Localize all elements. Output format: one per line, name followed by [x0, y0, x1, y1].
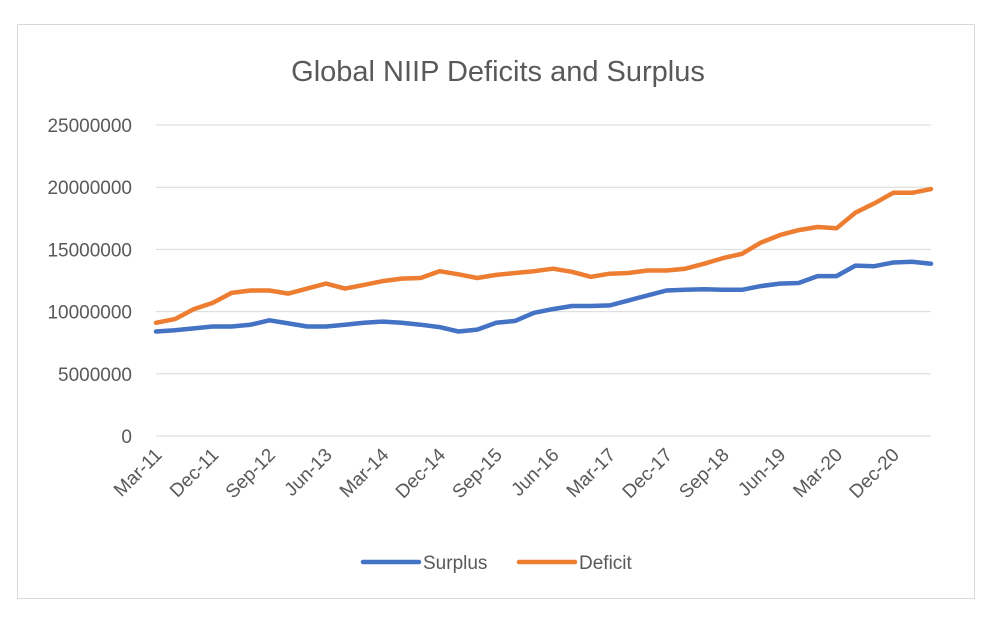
x-tick-label: Dec-14 — [392, 444, 450, 502]
x-tick-label: Dec-17 — [619, 445, 677, 503]
y-axis-ticks: 0 5000000 10000000 15000000 20000000 25000000 — [47, 116, 132, 448]
y-tick-label: 10000000 — [47, 303, 132, 324]
x-tick-label: Mar-11 — [110, 445, 166, 501]
x-tick-label: Mar-17 — [563, 445, 620, 502]
chart-title: Global NIIP Deficits and Surplus — [291, 56, 705, 88]
legend-label-surplus: Surplus — [423, 553, 487, 574]
legend-label-deficit: Deficit — [579, 553, 633, 574]
series-line-deficit — [153, 186, 934, 326]
x-tick-label: Sep-18 — [675, 445, 733, 503]
chart-canvas: Global NIIP Deficits and Surplus 0 500000… — [47, 56, 934, 574]
x-tick-label: Mar-20 — [790, 445, 847, 502]
legend: Surplus Deficit — [360, 553, 633, 574]
y-tick-label: 5000000 — [58, 365, 132, 386]
x-tick-label: Dec-20 — [846, 445, 904, 503]
chart-frame: Global NIIP Deficits and Surplus 0 500000… — [17, 24, 975, 599]
x-tick-label: Jun-16 — [508, 445, 564, 501]
y-tick-label: 20000000 — [47, 178, 132, 199]
x-tick-label: Jun-19 — [734, 445, 790, 501]
series-lines — [153, 186, 934, 334]
x-tick-label: Sep-12 — [222, 445, 280, 503]
x-tick-label: Sep-15 — [449, 445, 507, 503]
series-line-surplus — [153, 259, 934, 334]
y-tick-label: 0 — [121, 427, 132, 448]
x-tick-label: Jun-13 — [281, 445, 337, 501]
gridlines — [156, 124, 931, 437]
y-tick-label: 25000000 — [47, 116, 132, 137]
y-tick-label: 15000000 — [47, 240, 132, 261]
x-tick-label: Dec-11 — [166, 445, 223, 502]
x-tick-label: Mar-14 — [336, 444, 394, 502]
